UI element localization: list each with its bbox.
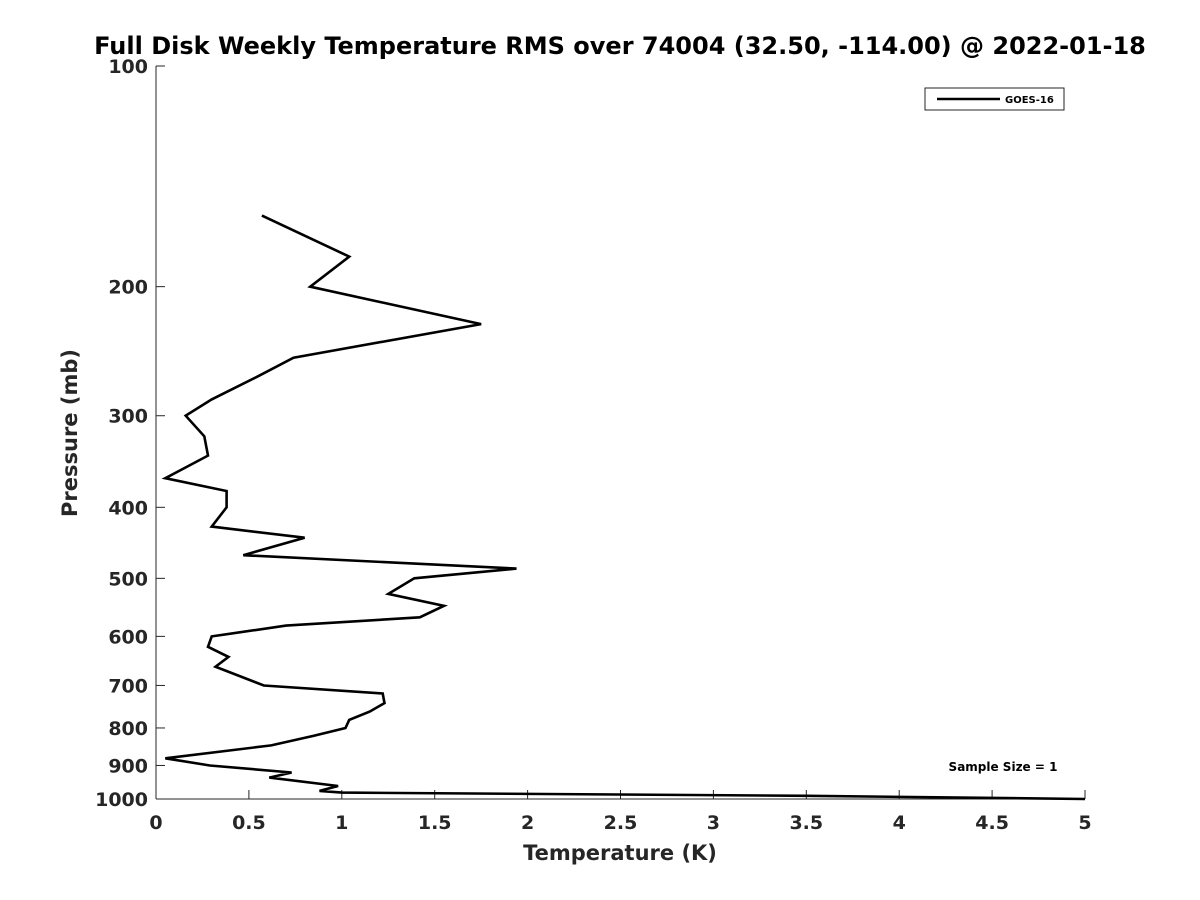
- y-axis-ticks: 100 200 300 400 500 600 700 800 900 1000: [95, 56, 165, 811]
- x-tick-label: 4.5: [975, 812, 1009, 834]
- series-line-goes16: [161, 214, 1086, 801]
- x-axis-label: Temperature (K): [523, 841, 717, 865]
- y-tick-label: 300: [108, 406, 148, 428]
- y-tick-label: 900: [108, 755, 148, 777]
- y-tick-label: 400: [108, 497, 148, 519]
- y-axis-label: Pressure (mb): [58, 349, 82, 517]
- x-tick-label: 1.5: [418, 812, 452, 834]
- y-tick-label: 700: [108, 675, 148, 697]
- plot-area: [156, 66, 1085, 799]
- x-tick-label: 2.5: [604, 812, 638, 834]
- x-tick-label: 0.5: [232, 812, 266, 834]
- chart-title: Full Disk Weekly Temperature RMS over 74…: [94, 32, 1146, 60]
- y-tick-label: 500: [108, 568, 148, 590]
- y-tick-label: 100: [108, 56, 148, 78]
- x-tick-label: 1: [335, 812, 348, 834]
- x-tick-label: 2: [521, 812, 534, 834]
- x-tick-label: 0: [149, 812, 162, 834]
- x-tick-label: 3.5: [789, 812, 823, 834]
- x-axis-ticks: 0 0.5 1 1.5 2 2.5 3 3.5 4 4.5 5: [149, 790, 1092, 834]
- x-tick-label: 4: [893, 812, 906, 834]
- y-tick-label: 800: [108, 718, 148, 740]
- y-tick-label: 600: [108, 626, 148, 648]
- legend: GOES-16: [924, 87, 1065, 111]
- sample-size-note: Sample Size = 1: [949, 760, 1058, 774]
- x-tick-label: 5: [1078, 812, 1091, 834]
- y-tick-label: 1000: [95, 789, 148, 811]
- x-tick-label: 3: [707, 812, 720, 834]
- y-tick-label: 200: [108, 277, 148, 299]
- legend-label-goes16: GOES-16: [1005, 95, 1054, 106]
